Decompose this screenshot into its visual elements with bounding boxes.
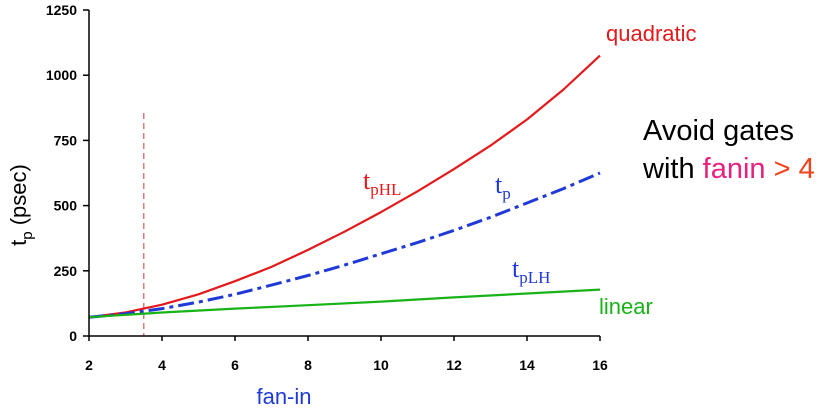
y-tick-label: 1250 xyxy=(46,2,77,18)
x-tick-label: 16 xyxy=(592,357,608,373)
x-tick-label: 8 xyxy=(304,357,312,373)
linear-annotation: linear xyxy=(599,294,653,319)
y-tick-label: 500 xyxy=(54,198,78,214)
series-line-tp xyxy=(88,171,601,319)
series-label-tp: tp xyxy=(495,170,511,203)
tplh-sub: pLH xyxy=(519,268,550,287)
note-gt4: > 4 xyxy=(766,153,815,185)
y-tick-label: 0 xyxy=(69,328,77,344)
series-label-tphl: tpHL xyxy=(363,166,401,199)
y-tick-label: 1000 xyxy=(46,67,77,83)
note-line-2: with fanin > 4 xyxy=(642,153,815,185)
tp-sub: p xyxy=(502,184,511,203)
tphl-sub: pHL xyxy=(370,180,401,199)
note-line-1: Avoid gates xyxy=(643,115,794,147)
quadratic-annotation: quadratic xyxy=(606,21,697,46)
y-axis-label-unit: (psec) xyxy=(6,164,31,225)
x-tick-label: 6 xyxy=(231,357,239,373)
x-tick-label: 2 xyxy=(85,357,93,373)
series-line-tplh xyxy=(88,288,601,319)
y-tick-label: 750 xyxy=(54,132,78,148)
series-label-tplh: tpLH xyxy=(512,254,550,287)
y-axis-label: tp (psec) xyxy=(6,164,36,246)
tphl-main: t xyxy=(363,166,371,195)
note-with: with xyxy=(642,153,703,185)
y-axis-label-sub: p xyxy=(19,231,36,239)
series-line-tphl xyxy=(88,54,601,319)
x-tick-label: 4 xyxy=(158,357,166,373)
tick-layer: 2 4 6 8 10 12 14 16 0 250 500 750 1000 1250 xyxy=(46,2,608,373)
note-fanin: fanin xyxy=(703,153,766,185)
x-axis-label: fan-in xyxy=(256,384,311,409)
tplh-main: t xyxy=(512,254,520,283)
series-layer xyxy=(88,54,601,319)
x-tick-label: 14 xyxy=(519,357,535,373)
y-tick-label: 250 xyxy=(54,263,78,279)
tp-main: t xyxy=(495,170,503,199)
y-axis-label-main: t xyxy=(6,240,31,246)
x-tick-label: 10 xyxy=(373,357,389,373)
x-tick-label: 12 xyxy=(446,357,462,373)
